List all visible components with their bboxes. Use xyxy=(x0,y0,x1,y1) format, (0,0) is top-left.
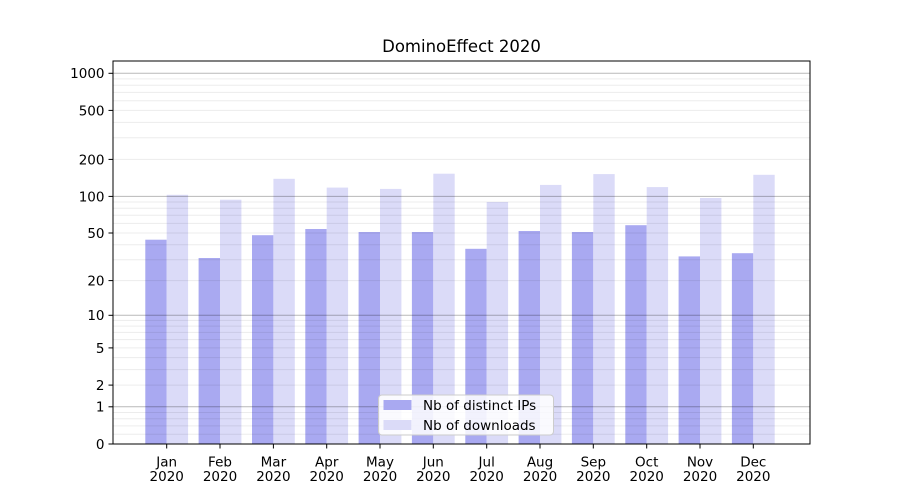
x-tick-label-year: 2020 xyxy=(683,469,717,485)
x-tick-label-month: Feb xyxy=(208,455,232,471)
x-tick-label-year: 2020 xyxy=(630,469,664,485)
x-tick-label-year: 2020 xyxy=(523,469,557,485)
bar-downloads-aug xyxy=(540,184,562,444)
legend-label-distinct-ips: Nb of distinct IPs xyxy=(423,398,536,414)
x-tick-label-year: 2020 xyxy=(310,469,344,485)
y-tick-label: 5 xyxy=(96,341,105,357)
chart-title: DominoEffect 2020 xyxy=(382,37,541,56)
x-tick-label-month: Dec xyxy=(740,455,766,471)
x-tick-label-month: Oct xyxy=(635,455,658,471)
x-tick-label-year: 2020 xyxy=(576,469,610,485)
y-tick-label: 200 xyxy=(79,152,105,168)
bar-distinct-ips-mar xyxy=(252,235,274,444)
x-tick-label-year: 2020 xyxy=(416,469,450,485)
bar-distinct-ips-feb xyxy=(198,258,220,444)
bar-distinct-ips-oct xyxy=(625,225,647,444)
y-tick-label: 50 xyxy=(87,226,104,242)
y-tick-label: 1 xyxy=(96,400,105,416)
y-tick-label: 0 xyxy=(96,437,105,453)
bar-distinct-ips-dec xyxy=(731,253,754,444)
y-tick-label: 500 xyxy=(79,103,105,119)
x-tick-label-year: 2020 xyxy=(470,469,504,485)
x-tick-label-year: 2020 xyxy=(256,469,290,485)
x-tick-label-month: Mar xyxy=(261,455,287,471)
legend-swatch-distinct-ips xyxy=(383,400,412,410)
legend-swatch-downloads xyxy=(383,420,412,430)
x-tick-label-month: Jun xyxy=(422,455,444,471)
y-tick-label: 20 xyxy=(87,274,104,290)
bar-distinct-ips-apr xyxy=(305,229,327,444)
y-tick-label: 10 xyxy=(87,308,104,324)
y-tick-label: 1000 xyxy=(70,66,104,82)
bar-distinct-ips-jan xyxy=(145,239,167,444)
bar-downloads-may xyxy=(380,188,402,444)
x-tick-label-month: Aug xyxy=(527,455,553,471)
x-tick-label-month: Apr xyxy=(315,455,339,471)
y-tick-label: 100 xyxy=(79,189,105,205)
bar-downloads-jan xyxy=(166,194,189,444)
bar-distinct-ips-jun xyxy=(411,232,434,444)
bar-downloads-nov xyxy=(700,198,722,444)
bar-distinct-ips-may xyxy=(358,232,380,444)
bar-distinct-ips-nov xyxy=(678,256,700,444)
x-tick-label-month: May xyxy=(366,455,394,471)
bar-downloads-oct xyxy=(646,187,669,444)
bar-downloads-sep xyxy=(593,174,615,444)
plot-border xyxy=(112,60,811,445)
x-tick-label-month: Jan xyxy=(155,455,177,471)
x-tick-label-year: 2020 xyxy=(150,469,184,485)
bar-downloads-dec xyxy=(753,174,775,445)
bar-downloads-feb xyxy=(220,199,242,444)
x-tick-label-year: 2020 xyxy=(363,469,397,485)
legend-box xyxy=(378,394,554,436)
bar-downloads-mar xyxy=(273,178,295,445)
bar-downloads-jun xyxy=(433,173,455,444)
x-tick-label-month: Sep xyxy=(581,455,606,471)
bar-distinct-ips-aug xyxy=(518,231,540,444)
y-tick-label: 2 xyxy=(96,378,105,394)
bar-downloads-apr xyxy=(326,187,349,444)
x-tick-label-month: Nov xyxy=(687,455,713,471)
x-tick-label-year: 2020 xyxy=(203,469,237,485)
legend: Nb of distinct IPs Nb of downloads xyxy=(378,394,554,436)
bar-distinct-ips-sep xyxy=(571,232,594,444)
x-tick-label-year: 2020 xyxy=(736,469,770,485)
bar-downloads-jul xyxy=(486,202,509,444)
legend-label-downloads: Nb of downloads xyxy=(423,418,536,434)
x-tick-label-month: Jul xyxy=(478,455,495,471)
